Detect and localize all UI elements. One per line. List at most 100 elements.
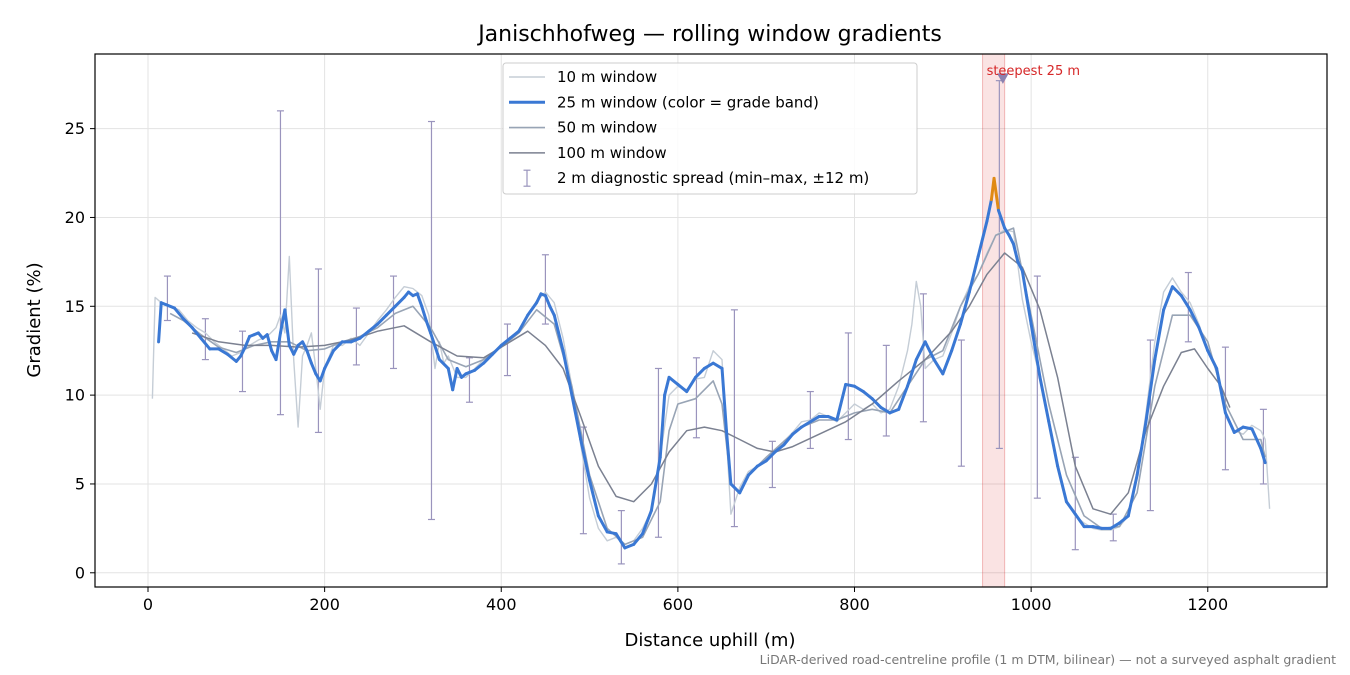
series-25m-segment xyxy=(941,349,954,376)
series-25m-segment xyxy=(283,308,291,347)
series-25m-segment xyxy=(243,334,252,349)
series-25m-segment xyxy=(914,340,927,362)
series-25m-segment xyxy=(367,322,380,333)
series-10m-window xyxy=(151,229,1271,546)
series-25m-segment xyxy=(301,340,309,353)
y-axis-label: Gradient (%) xyxy=(24,262,45,377)
series-25m-segment xyxy=(1011,242,1020,264)
series-25m-segment xyxy=(318,366,327,383)
steepest-annotation: steepest 25 m xyxy=(987,64,1080,79)
series-25m-segment xyxy=(1153,308,1166,362)
series-25m-segment xyxy=(614,532,627,550)
series-25m-segment xyxy=(906,358,918,388)
y-tick-label: 15 xyxy=(65,297,85,316)
series-25m-segment xyxy=(958,290,971,326)
series-25m-segment xyxy=(861,390,874,401)
series-25m-segment xyxy=(1029,322,1042,379)
series-25m-segment xyxy=(897,384,910,411)
error-bar xyxy=(1259,408,1267,485)
series-25m-segment xyxy=(393,295,406,308)
series-25m-segment xyxy=(508,329,521,340)
y-tick-label: 0 xyxy=(75,563,85,582)
error-bar xyxy=(276,110,284,416)
error-bar xyxy=(919,293,927,423)
series-25m-segment xyxy=(579,438,592,482)
series-25m-segment xyxy=(1197,326,1210,353)
series-25m-segment xyxy=(420,304,428,322)
series-25m-segment xyxy=(649,455,662,513)
legend-diagnostic-spread: 2 m diagnostic spread (min–max, ±12 m) xyxy=(523,169,869,187)
series-25m-segment xyxy=(596,514,609,534)
error-bar xyxy=(314,268,322,434)
series-25m-segment xyxy=(808,414,821,424)
series-25m-segment xyxy=(473,361,486,372)
series-25m-segment xyxy=(976,219,989,259)
series-25m-segment xyxy=(720,366,728,433)
series-25m-segment xyxy=(1135,420,1148,477)
series-25m-segment xyxy=(548,304,556,317)
y-tick-label: 25 xyxy=(65,119,85,138)
series-25m-segment xyxy=(1056,464,1068,504)
series-25m-segment xyxy=(349,336,362,344)
series-25m-segment xyxy=(844,382,857,388)
series-25m-segment xyxy=(676,382,689,394)
series-25m-segment xyxy=(429,331,441,362)
series-25m-segment xyxy=(588,478,600,518)
series-25m-segment xyxy=(323,358,331,370)
x-tick-label: 400 xyxy=(486,595,517,614)
series-25m-segment xyxy=(992,176,1000,212)
series-25m-segment xyxy=(1250,427,1263,450)
series-25m-segment xyxy=(164,303,176,310)
legend-25m: 25 m window (color = grade band) xyxy=(509,93,819,111)
series-25m-segment xyxy=(327,349,335,362)
series-25m-segment xyxy=(667,375,680,386)
series-25m-segment xyxy=(764,450,777,463)
series-25m-segment xyxy=(274,331,282,362)
series-25m-segment xyxy=(331,340,344,353)
x-tick-label: 600 xyxy=(663,595,694,614)
error-bar xyxy=(352,307,360,366)
legend-50m: 50 m window xyxy=(509,119,657,137)
series-25m-segment xyxy=(694,366,706,379)
series-25m-segment xyxy=(738,473,751,495)
series-25m-segment xyxy=(1064,500,1077,516)
series-25m-segment xyxy=(996,208,1007,230)
series-25m-segment xyxy=(1126,473,1139,518)
series-25m-segment xyxy=(932,358,945,376)
error-bar xyxy=(541,254,549,325)
series-25m-segment xyxy=(870,397,883,410)
series-25m-segment xyxy=(455,366,464,379)
series-25m-segment xyxy=(535,292,543,305)
y-tick-label: 5 xyxy=(75,474,85,493)
x-tick-label: 200 xyxy=(309,595,340,614)
series-25m-segment xyxy=(1117,514,1130,525)
series-25m-segment xyxy=(1259,446,1267,465)
series-50m-window xyxy=(169,227,1266,546)
series-25m-segment xyxy=(658,393,667,459)
series-25m-segment xyxy=(1215,366,1227,415)
series-25m-segment xyxy=(782,432,795,447)
series-25m-segment xyxy=(358,329,371,340)
series-25m-segment xyxy=(570,393,583,442)
series-25m-segment xyxy=(1038,375,1051,424)
series-25m-segment xyxy=(437,358,450,370)
series-25m-segment xyxy=(1206,349,1219,370)
series-25m-segment xyxy=(1073,512,1086,529)
chart-title: Janischhofweg — rolling window gradients xyxy=(476,22,942,47)
series-25m-segment xyxy=(755,459,768,468)
error-bar xyxy=(163,275,171,322)
series-25m-segment xyxy=(181,317,194,330)
series-25m-segment xyxy=(632,532,645,546)
x-tick-label: 0 xyxy=(143,595,153,614)
series-25m-segment xyxy=(967,255,980,294)
series-25m-segment xyxy=(605,530,618,536)
series-25m-segment xyxy=(1109,521,1121,530)
error-bar xyxy=(1033,275,1041,499)
series-25m-segment xyxy=(157,301,163,344)
error-bar xyxy=(768,440,776,489)
series-25m-segment xyxy=(1144,358,1157,424)
series-25m-segment xyxy=(384,304,397,317)
series-25m-segment xyxy=(1162,285,1174,312)
series-25m-segment xyxy=(1007,233,1015,246)
